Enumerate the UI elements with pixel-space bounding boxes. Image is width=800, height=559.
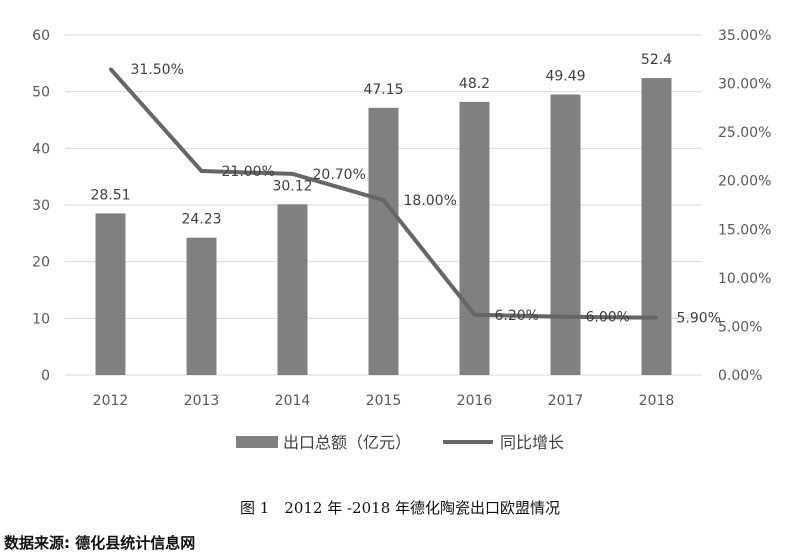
line-point: [291, 172, 294, 176]
x-tick-label: 2013: [184, 393, 220, 409]
x-tick-label: 2014: [275, 393, 311, 409]
y-right-tick-label: 0.00%: [718, 368, 762, 384]
line-data-label: 18.00%: [404, 193, 457, 209]
x-tick-label: 2012: [93, 393, 129, 409]
bar-data-label: 48.2: [459, 76, 490, 92]
figure-caption: 图 1 2012 年 -2018 年德化陶瓷出口欧盟情况: [239, 499, 561, 517]
y-left-tick-label: 50: [32, 85, 50, 101]
y-right-tick-label: 5.00%: [718, 319, 762, 335]
bar: [95, 213, 126, 375]
x-tick-label: 2017: [548, 393, 584, 409]
line-data-label: 20.70%: [313, 167, 366, 183]
data-source-note: 数据来源: 德化县统计信息网: [4, 534, 196, 552]
y-left-tick-label: 30: [32, 198, 50, 214]
bar-data-label: 52.4: [641, 52, 672, 68]
x-tick-label: 2015: [366, 393, 402, 409]
line-point: [564, 315, 567, 319]
y-right-tick-label: 25.00%: [718, 125, 771, 141]
y-right-tick-label: 15.00%: [718, 222, 771, 238]
bar-data-label: 28.51: [90, 187, 130, 203]
line-data-label: 6.00%: [586, 310, 630, 326]
line-point: [473, 313, 476, 317]
line-point: [109, 67, 112, 71]
bar: [550, 94, 581, 375]
line-data-label: 6.20%: [495, 308, 539, 324]
line-data-label: 31.50%: [131, 62, 184, 78]
bar-data-label: 49.49: [545, 69, 585, 85]
y-left-tick-label: 40: [32, 141, 50, 157]
line-point: [382, 198, 385, 202]
bar: [459, 101, 490, 375]
y-left-tick-label: 10: [32, 311, 50, 327]
y-right-tick-label: 10.00%: [718, 271, 771, 287]
y-right-tick-label: 35.00%: [718, 28, 771, 44]
bar: [368, 107, 399, 376]
bar-data-label: 24.23: [181, 212, 221, 228]
y-left-tick-label: 20: [32, 255, 50, 271]
x-tick-label: 2016: [457, 393, 493, 409]
legend-label-bar: 出口总额（亿元）: [283, 433, 411, 452]
bar: [277, 204, 308, 375]
line-data-label: 5.90%: [677, 311, 721, 327]
bar: [641, 78, 672, 376]
y-right-tick-label: 30.00%: [718, 77, 771, 93]
chart: 0 10 20 30 40 50 60 0.00% 5.00% 10.00% 15.00% 20.00…: [32, 28, 771, 452]
y-left-tick-label: 0: [41, 368, 50, 384]
x-tick-label: 2018: [639, 393, 675, 409]
legend-label-line: 同比增长: [500, 433, 564, 452]
bar-data-label: 47.15: [363, 82, 403, 98]
bar: [186, 237, 217, 375]
bar-data-label: 30.12: [272, 178, 312, 194]
line-data-label: 21.00%: [222, 164, 275, 180]
line-point: [655, 316, 658, 320]
line-point: [200, 169, 203, 173]
y-right-tick-label: 20.00%: [718, 174, 771, 190]
legend-swatch-bar: [236, 436, 278, 448]
y-left-tick-label: 60: [32, 28, 50, 44]
